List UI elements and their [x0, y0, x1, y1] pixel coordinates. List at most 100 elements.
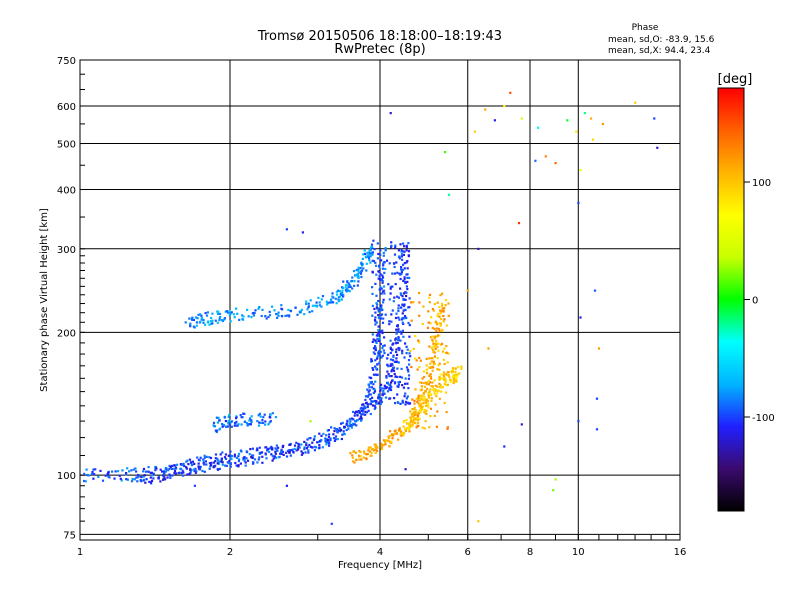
- echo-point: [219, 453, 222, 456]
- echo-point: [321, 446, 324, 449]
- echo-point: [245, 457, 248, 460]
- echo-point: [392, 355, 395, 359]
- echo-point: [371, 292, 374, 295]
- echo-point: [384, 443, 387, 446]
- echo-point: [202, 321, 205, 324]
- echo-point: [404, 377, 407, 380]
- echo-point: [374, 339, 377, 342]
- echo-point: [426, 372, 429, 375]
- echo-point: [342, 430, 345, 433]
- echo-point: [385, 376, 388, 379]
- echo-point: [382, 254, 385, 257]
- echo-point: [214, 429, 217, 432]
- echo-point: [362, 410, 365, 413]
- echo-point: [577, 420, 580, 423]
- echo-point: [389, 287, 392, 290]
- echo-point: [232, 313, 235, 316]
- echo-point: [318, 432, 321, 435]
- echo-point: [454, 367, 457, 370]
- echo-point: [204, 460, 207, 463]
- echo-point: [210, 316, 213, 320]
- echo-point: [347, 284, 350, 287]
- echo-point: [380, 442, 383, 445]
- echo-point: [350, 417, 353, 420]
- echo-point: [194, 467, 197, 470]
- echo-point: [257, 424, 261, 427]
- echo-point: [320, 298, 323, 301]
- echo-point: [373, 443, 376, 446]
- echo-point: [298, 446, 301, 449]
- echo-point: [351, 287, 354, 290]
- echo-point: [393, 372, 396, 376]
- echo-point: [355, 268, 358, 272]
- echo-point: [402, 292, 406, 295]
- echo-point: [247, 423, 250, 426]
- echo-point: [379, 259, 382, 262]
- echo-point: [203, 463, 206, 466]
- echo-point: [378, 361, 381, 364]
- echo-point: [274, 450, 277, 453]
- echo-point: [447, 314, 450, 317]
- echo-point: [383, 352, 386, 355]
- echo-point: [198, 459, 201, 462]
- echo-point: [390, 362, 394, 366]
- echo-point: [597, 347, 601, 350]
- echo-point: [403, 428, 407, 431]
- echo-point: [268, 421, 271, 424]
- colorbar: [717, 87, 745, 512]
- echo-point: [413, 399, 416, 402]
- echo-point: [381, 274, 384, 277]
- echo-point: [347, 289, 350, 292]
- echo-point: [374, 446, 377, 449]
- echo-point: [358, 271, 361, 274]
- echo-point: [131, 478, 134, 481]
- echo-point: [402, 425, 405, 428]
- echo-point: [406, 288, 409, 291]
- echo-point: [403, 277, 406, 280]
- echo-point: [339, 295, 342, 298]
- echo-point: [424, 411, 427, 414]
- echo-point: [365, 457, 368, 460]
- echo-point: [401, 303, 404, 306]
- echo-point: [389, 346, 392, 349]
- echo-point: [269, 420, 272, 423]
- echo-point: [324, 437, 327, 440]
- echo-point: [259, 415, 262, 418]
- echo-point: [374, 451, 377, 455]
- echo-point: [446, 371, 449, 374]
- echo-point: [381, 321, 385, 324]
- echo-point: [438, 368, 441, 371]
- echo-point: [365, 402, 368, 405]
- echo-point: [372, 347, 376, 350]
- echo-point: [384, 313, 387, 316]
- echo-point: [307, 302, 310, 305]
- echo-point: [438, 385, 441, 388]
- echo-point: [297, 448, 300, 451]
- echo-point: [360, 406, 363, 409]
- echo-point: [391, 309, 394, 312]
- echo-point: [414, 422, 417, 425]
- phase-stats-o: mean, sd,O: -83.9, 15.6: [608, 35, 715, 45]
- echo-point: [397, 401, 400, 404]
- echo-point: [370, 451, 373, 454]
- echo-point: [437, 342, 440, 345]
- x-tick-label: 1: [77, 547, 83, 558]
- echo-point: [200, 314, 203, 317]
- echo-point: [438, 376, 441, 379]
- echo-point: [182, 474, 185, 477]
- chart-title: Tromsø 20150506 18:18:00–18:19:43: [257, 29, 502, 44]
- echo-point: [406, 273, 409, 276]
- echo-point: [194, 316, 198, 319]
- echo-point: [145, 478, 148, 481]
- echo-point: [212, 421, 216, 424]
- echo-point: [552, 489, 555, 492]
- echo-point: [270, 445, 273, 448]
- echo-point: [228, 314, 231, 317]
- echo-point: [226, 461, 229, 464]
- echo-point: [439, 294, 442, 297]
- echo-point: [85, 468, 88, 471]
- echo-point: [377, 252, 380, 256]
- echo-point: [267, 450, 271, 453]
- echo-point: [401, 329, 404, 332]
- echo-point: [406, 395, 409, 398]
